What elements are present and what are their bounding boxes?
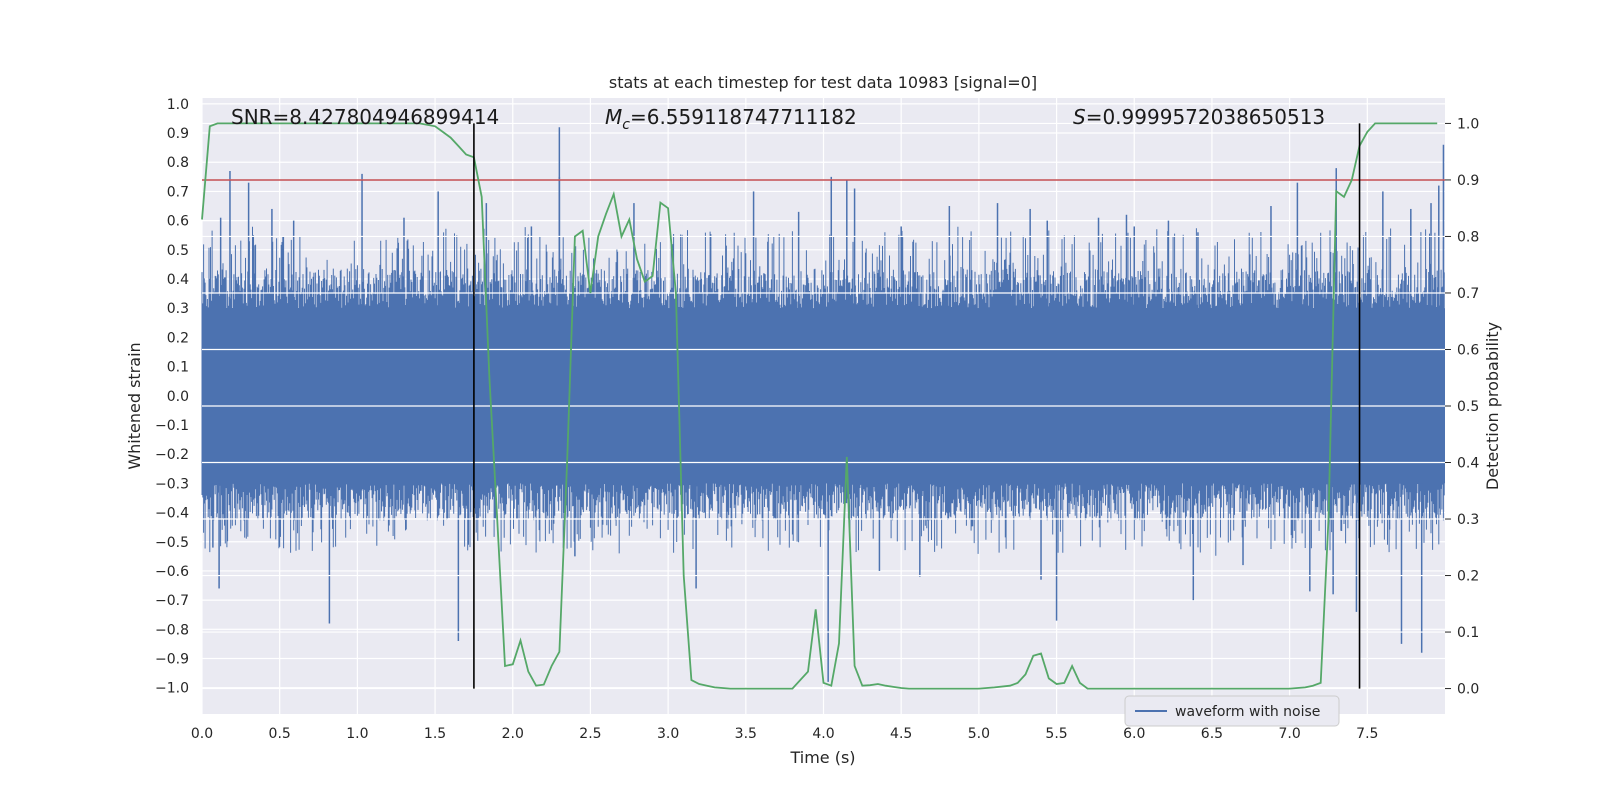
legend: waveform with noise bbox=[1124, 695, 1340, 727]
y2-tick-label: 0.9 bbox=[1457, 173, 1479, 189]
y-tick-label: −0.2 bbox=[155, 447, 189, 463]
y-tick-label: −0.9 bbox=[155, 652, 189, 668]
x-tick-label: 4.0 bbox=[812, 726, 834, 742]
event-markers bbox=[473, 123, 1361, 689]
y2-tick-label: 0.2 bbox=[1457, 569, 1479, 585]
x-tick-label: 2.5 bbox=[579, 726, 601, 742]
y-tick-label: −0.5 bbox=[155, 535, 189, 551]
x-tick-label: 7.0 bbox=[1278, 726, 1300, 742]
y2-tick-label: 0.1 bbox=[1457, 625, 1479, 641]
x-tick-label: 1.0 bbox=[346, 726, 368, 742]
x-tick-label: 6.0 bbox=[1123, 726, 1145, 742]
y-tick-label: 1.0 bbox=[167, 97, 189, 113]
detection-probability-series bbox=[201, 122, 1438, 690]
y-tick-label: 0.9 bbox=[167, 126, 189, 142]
y-tick-label: 0.4 bbox=[167, 272, 189, 288]
legend-label: waveform with noise bbox=[1175, 704, 1320, 720]
y-tick-label: −0.4 bbox=[155, 506, 189, 522]
tick-labels: 0.0 0.5 1.0 1.5 2.0 2.5 3.0 3.5 4.0 4.5 5.0 5.5 6.0 6… bbox=[155, 97, 1479, 742]
y2-tick-label: 0.8 bbox=[1457, 229, 1479, 245]
y-tick-label: 0.7 bbox=[167, 184, 189, 200]
significance-value: =0.9999572038650513 bbox=[1086, 105, 1325, 129]
y-axis-label: Whitened strain bbox=[125, 342, 144, 469]
x-tick-label: 5.5 bbox=[1045, 726, 1067, 742]
y2-axis-label: Detection probability bbox=[1483, 322, 1502, 490]
y-tick-label: 0.8 bbox=[167, 155, 189, 171]
y2-tick-label: 0.5 bbox=[1457, 399, 1479, 415]
x-tick-label: 4.5 bbox=[890, 726, 912, 742]
y-tick-label: 0.5 bbox=[167, 243, 189, 259]
x-tick-label: 5.0 bbox=[968, 726, 990, 742]
y2-tick-label: 1.0 bbox=[1457, 116, 1479, 132]
y-tick-label: −1.0 bbox=[155, 681, 189, 697]
y-tick-label: 0.1 bbox=[167, 360, 189, 376]
chart-title: stats at each timestep for test data 109… bbox=[609, 73, 1037, 92]
chirp-mass-symbol: M bbox=[605, 105, 622, 129]
y2-tick-label: 0.3 bbox=[1457, 512, 1479, 528]
y-tick-label: 0.2 bbox=[167, 330, 189, 346]
chirp-mass-value: =6.559118747711182 bbox=[630, 105, 857, 129]
x-tick-label: 0.5 bbox=[269, 726, 291, 742]
y2-tick-label: 0.0 bbox=[1457, 682, 1479, 698]
y2-tick-label: 0.4 bbox=[1457, 456, 1479, 472]
y2-tick-label: 0.6 bbox=[1457, 342, 1479, 358]
y-tick-label: −0.6 bbox=[155, 564, 189, 580]
y-tick-label: −0.3 bbox=[155, 476, 189, 492]
y-tick-label: −0.1 bbox=[155, 418, 189, 434]
x-tick-label: 0.0 bbox=[191, 726, 213, 742]
x-tick-label: 1.5 bbox=[424, 726, 446, 742]
y-tick-label: −0.7 bbox=[155, 593, 189, 609]
x-tick-label: 7.5 bbox=[1356, 726, 1378, 742]
y-tick-label: 0.6 bbox=[167, 214, 189, 230]
x-tick-label: 2.0 bbox=[502, 726, 524, 742]
y-tick-label: 0.3 bbox=[167, 301, 189, 317]
chirp-mass-annotation: Mc=6.559118747711182 bbox=[605, 105, 857, 133]
y-tick-label: 0.0 bbox=[167, 389, 189, 405]
detection-probability-line bbox=[201, 122, 1438, 690]
legend-box bbox=[1124, 695, 1340, 727]
waveform-band-core bbox=[202, 308, 1445, 484]
significance-annotation: S=0.9999572038650513 bbox=[1073, 105, 1325, 129]
x-axis-label: Time (s) bbox=[789, 748, 855, 767]
x-tick-label: 3.5 bbox=[735, 726, 757, 742]
x-tick-label: 6.5 bbox=[1201, 726, 1223, 742]
x-tick-label: 3.0 bbox=[657, 726, 679, 742]
snr-annotation: SNR=8.427804946899414 bbox=[231, 105, 499, 129]
waveform-spikes bbox=[212, 127, 1445, 682]
significance-symbol: S bbox=[1073, 105, 1086, 129]
waveform-noise-band bbox=[201, 226, 1445, 556]
y-tick-label: −0.8 bbox=[155, 622, 189, 638]
chirp-mass-subscript: c bbox=[622, 117, 630, 133]
y2-tick-label: 0.7 bbox=[1457, 286, 1479, 302]
